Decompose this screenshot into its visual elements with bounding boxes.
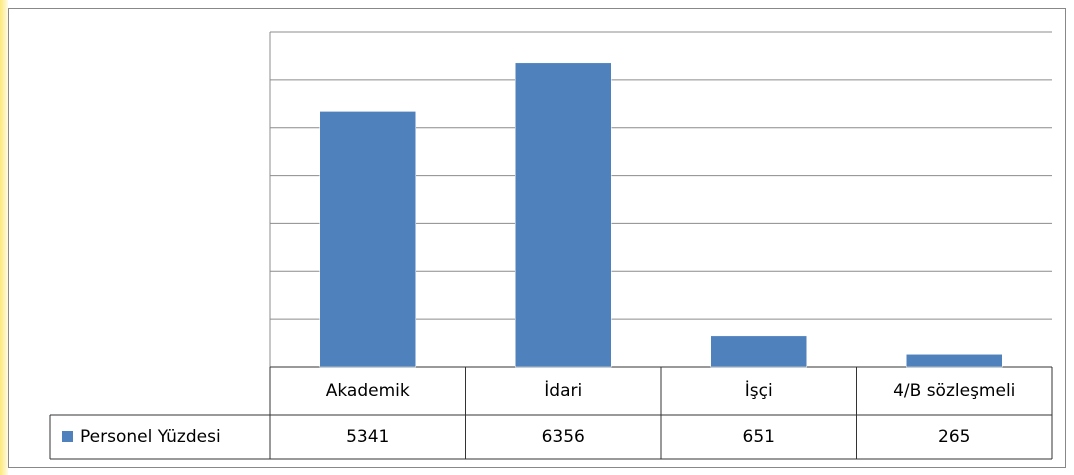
legend-label: Personel Yüzdesi	[80, 427, 221, 447]
table-value: 651	[743, 427, 775, 447]
bar	[319, 111, 416, 368]
category-label: İşçi	[745, 380, 773, 401]
table-value: 265	[938, 427, 970, 447]
table-value: 6356	[542, 427, 585, 447]
bar	[710, 335, 807, 368]
legend-swatch	[62, 431, 73, 442]
bar	[515, 62, 612, 368]
bar	[906, 354, 1003, 368]
category-label: 4/B sözleşmeli	[893, 381, 1015, 401]
category-label: İdari	[544, 380, 582, 401]
page-edge	[0, 0, 8, 475]
category-label: Akademik	[326, 381, 410, 401]
table-value: 5341	[346, 427, 389, 447]
